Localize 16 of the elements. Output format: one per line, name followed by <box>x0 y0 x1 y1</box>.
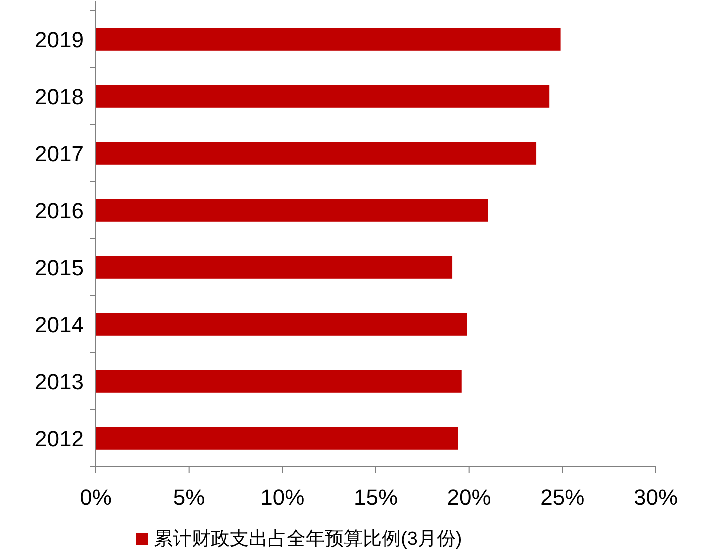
x-tick-label: 30% <box>634 485 678 510</box>
x-tick-label: 25% <box>540 485 585 510</box>
x-tick-label: 5% <box>173 485 206 510</box>
x-tick-label: 20% <box>447 485 492 510</box>
y-tick-label: 2017 <box>35 142 84 166</box>
y-tick-label: 2014 <box>35 312 84 338</box>
y-tick-label: 2016 <box>35 198 84 224</box>
y-tick-label: 2018 <box>35 84 84 110</box>
legend-label: 累计财政支出占全年预算比例(3月份) <box>154 529 462 550</box>
x-tick-label: 10% <box>260 485 305 510</box>
y-tick-label: 2019 <box>35 28 84 52</box>
y-tick-label: 2015 <box>35 256 84 280</box>
x-tick-label: 0% <box>80 485 112 510</box>
y-tick-label: 2012 <box>35 426 84 452</box>
y-tick-label: 2013 <box>35 370 84 394</box>
x-tick-label: 15% <box>354 485 398 510</box>
